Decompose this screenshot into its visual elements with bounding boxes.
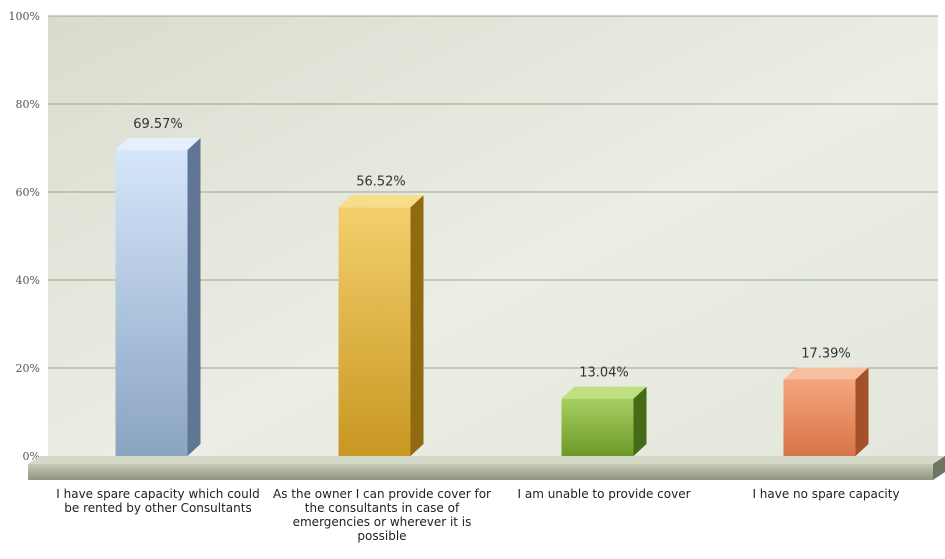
- y-axis-ticks: 0%20%40%60%80%100%: [9, 10, 40, 463]
- y-tick-label: 60%: [16, 186, 40, 199]
- value-labels: 69.57% 56.52% 13.04% 17.39%: [133, 117, 851, 381]
- bar: [561, 386, 647, 456]
- x-tick-label-4: I have no spare capacity: [752, 487, 900, 501]
- bar: [115, 137, 201, 456]
- y-tick-label: 40%: [16, 274, 40, 287]
- chart-floor: [28, 456, 945, 480]
- data-label: 17.39%: [801, 346, 851, 361]
- y-tick-label: 80%: [16, 98, 40, 111]
- x-tick-label-1: I have spare capacity which could be ren…: [56, 487, 260, 515]
- x-tick-label-3: I am unable to provide cover: [517, 487, 691, 501]
- x-tick-label-2: As the owner I can provide cover for the…: [273, 487, 491, 543]
- y-tick-label: 100%: [9, 10, 40, 23]
- data-label: 69.57%: [133, 117, 183, 132]
- bar: [338, 195, 424, 456]
- bars: [115, 137, 869, 456]
- data-label: 13.04%: [579, 366, 629, 381]
- data-label: 56.52%: [356, 174, 406, 189]
- y-tick-label: 20%: [16, 362, 40, 375]
- bar: [783, 367, 869, 456]
